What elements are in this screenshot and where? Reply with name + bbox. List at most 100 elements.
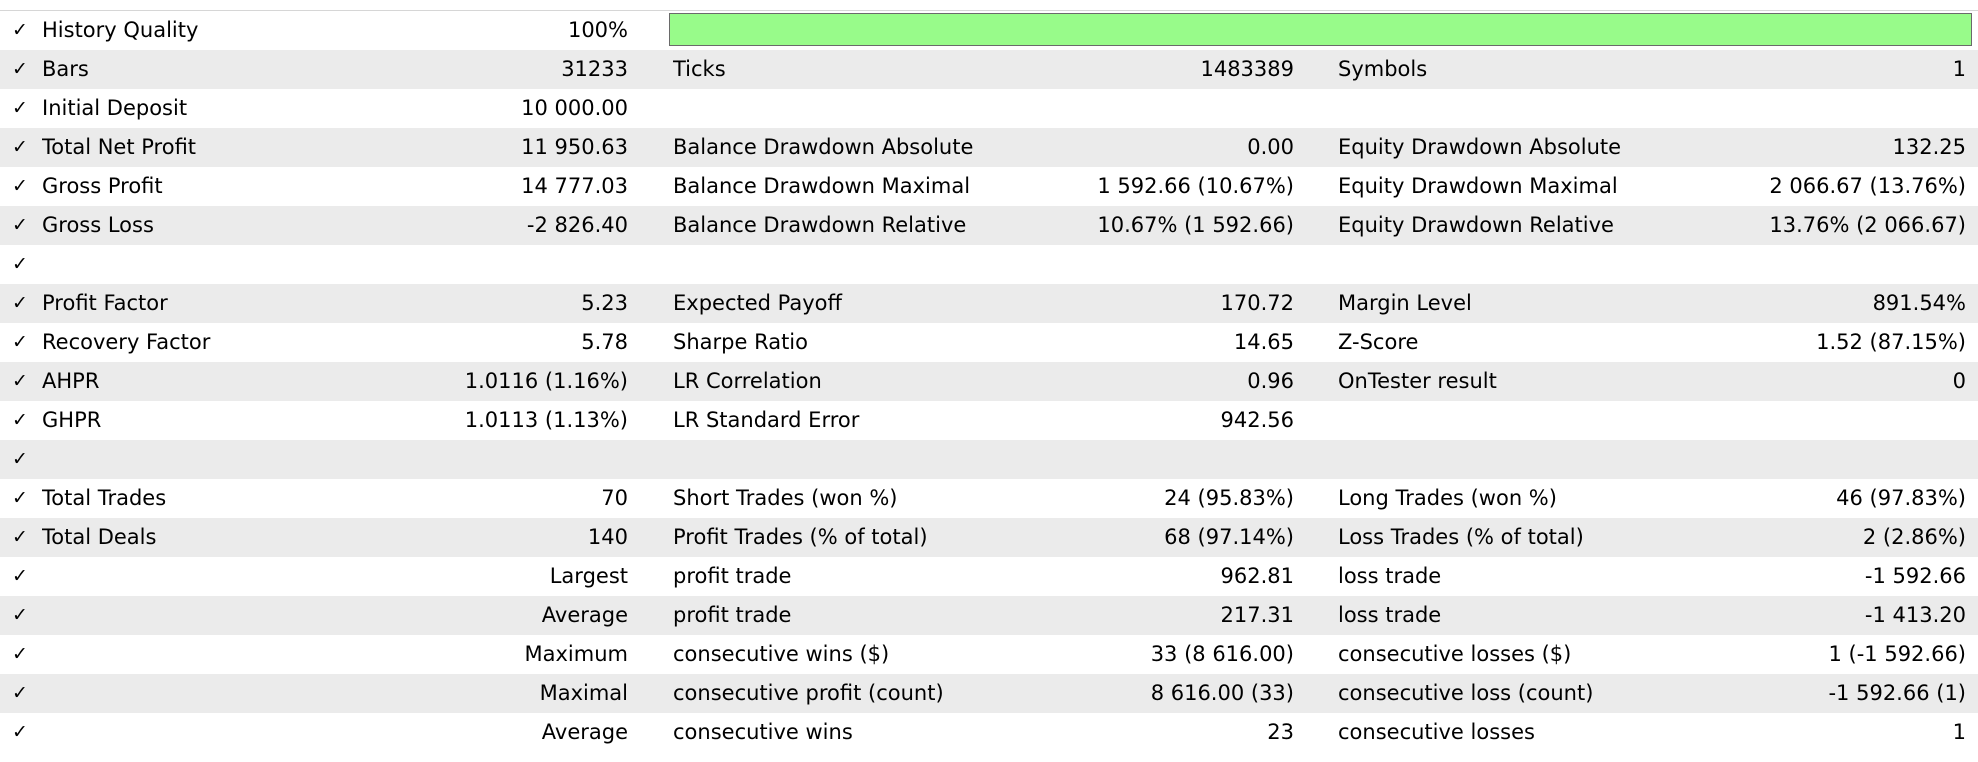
metric-value-2: 217.31 xyxy=(1220,603,1294,627)
metric-label-3: consecutive losses xyxy=(1338,720,1535,744)
metric-label: GHPR xyxy=(42,408,102,432)
metric-label-3: Margin Level xyxy=(1338,291,1472,315)
metric-value: 140 xyxy=(587,525,628,549)
metric-value-3: 13.76% (2 066.67) xyxy=(1769,213,1966,237)
checkmark-icon[interactable]: ✓ xyxy=(12,292,28,314)
metric-label-3: Equity Drawdown Absolute xyxy=(1338,135,1622,159)
metric-value: 5.23 xyxy=(581,291,628,315)
metric-value-2: 1 592.66 (10.67%) xyxy=(1097,174,1294,198)
metric-label: Initial Deposit xyxy=(42,96,188,120)
metric-value-3: 1 xyxy=(1952,57,1966,81)
report-row[interactable]: ✓ Recovery Factor 5.78 Sharpe Ratio 14.65 Z-S… xyxy=(0,323,1978,362)
report-row[interactable]: ✓ Profit Factor 5.23 Expected Payoff 170.72 M… xyxy=(0,284,1978,323)
report-row[interactable]: ✓ Largest profit trade 962.81 loss trade -1 5… xyxy=(0,557,1978,596)
metric-value-2: 24 (95.83%) xyxy=(1164,486,1294,510)
checkmark-icon[interactable]: ✓ xyxy=(12,487,28,509)
checkmark-icon[interactable]: ✓ xyxy=(12,214,28,236)
metric-label: AHPR xyxy=(42,369,100,393)
metric-label-2: consecutive wins xyxy=(673,720,853,744)
metric-value: 10 000.00 xyxy=(521,96,628,120)
metric-label-2: Ticks xyxy=(673,57,726,81)
report-row[interactable]: ✓ AHPR 1.0116 (1.16%) LR Correlation 0.96 OnT… xyxy=(0,362,1978,401)
metric-value: Average xyxy=(541,720,628,744)
checkmark-icon[interactable]: ✓ xyxy=(12,643,28,665)
metric-label-3: Long Trades (won %) xyxy=(1338,486,1557,510)
metric-label-2: Short Trades (won %) xyxy=(673,486,898,510)
report-row[interactable]: ✓ Average profit trade 217.31 loss trade -1 4… xyxy=(0,596,1978,635)
metric-value: 5.78 xyxy=(581,330,628,354)
metric-value xyxy=(320,245,628,284)
metric-label-2: profit trade xyxy=(673,564,792,588)
metric-label-2: Expected Payoff xyxy=(673,291,842,315)
checkmark-icon[interactable]: ✓ xyxy=(12,97,28,119)
report-row[interactable]: ✓ Total Net Profit 11 950.63 Balance Drawdo… xyxy=(0,128,1978,167)
checkmark-icon[interactable]: ✓ xyxy=(12,448,28,470)
metric-value-2: 23 xyxy=(1267,720,1294,744)
checkmark-icon[interactable]: ✓ xyxy=(12,19,28,41)
metric-value-2: 10.67% (1 592.66) xyxy=(1097,213,1294,237)
report-row[interactable]: ✓ Gross Loss -2 826.40 Balance Drawdown Rel… xyxy=(0,206,1978,245)
report-row[interactable]: ✓ GHPR 1.0113 (1.13%) LR Standard Error 942.… xyxy=(0,401,1978,440)
metric-label-3 xyxy=(1338,245,1668,284)
report-row[interactable]: ✓ Bars 31233 Ticks 1483389 Symbols 1 xyxy=(0,50,1978,89)
checkmark-icon[interactable]: ✓ xyxy=(12,175,28,197)
metric-label-2: consecutive profit (count) xyxy=(673,681,944,705)
metric-label-2 xyxy=(673,440,1033,479)
metric-label-2 xyxy=(673,245,1033,284)
metric-value-3: -1 592.66 xyxy=(1864,564,1966,588)
metric-value-2: 1483389 xyxy=(1200,57,1294,81)
strategy-tester-report: ✓ History Quality 100% ✓ Bars 31233 Ticks 14… xyxy=(0,10,1978,752)
report-row-history-quality[interactable]: ✓ History Quality 100% xyxy=(0,11,1978,50)
metric-label: Total Net Profit xyxy=(42,135,197,159)
report-row[interactable]: ✓ Maximum consecutive wins ($) 33 (8 616.00… xyxy=(0,635,1978,674)
metric-value-2: 8 616.00 (33) xyxy=(1150,681,1294,705)
metric-value-3 xyxy=(1650,401,1966,440)
report-row[interactable]: ✓ Maximal consecutive profit (count) 8 616.… xyxy=(0,674,1978,713)
metric-label: Gross Loss xyxy=(42,213,154,237)
metric-value-3: 2 (2.86%) xyxy=(1862,525,1966,549)
checkmark-icon[interactable]: ✓ xyxy=(12,409,28,431)
report-row[interactable]: ✓ Total Deals 140 Profit Trades (% of total… xyxy=(0,518,1978,557)
report-row[interactable]: ✓ xyxy=(0,245,1978,284)
checkmark-icon[interactable]: ✓ xyxy=(12,604,28,626)
checkmark-icon[interactable]: ✓ xyxy=(12,565,28,587)
checkmark-icon[interactable]: ✓ xyxy=(12,370,28,392)
metric-value: Average xyxy=(541,603,628,627)
report-row[interactable]: ✓ xyxy=(0,440,1978,479)
report-row[interactable]: ✓ Gross Profit 14 777.03 Balance Drawdown M… xyxy=(0,167,1978,206)
metric-value xyxy=(320,440,628,479)
metric-label-3 xyxy=(1338,89,1668,128)
metric-label-2: LR Standard Error xyxy=(673,408,860,432)
checkmark-icon[interactable]: ✓ xyxy=(12,331,28,353)
metric-value: 31233 xyxy=(561,57,628,81)
metric-label-3: Loss Trades (% of total) xyxy=(1338,525,1584,549)
metric-value-2: 942.56 xyxy=(1220,408,1294,432)
metric-label: Bars xyxy=(42,57,89,81)
checkmark-icon[interactable]: ✓ xyxy=(12,253,28,275)
checkmark-icon[interactable]: ✓ xyxy=(12,526,28,548)
checkmark-icon[interactable]: ✓ xyxy=(12,682,28,704)
checkmark-icon[interactable]: ✓ xyxy=(12,721,28,743)
report-row[interactable]: ✓ Average consecutive wins 23 consecutive lo… xyxy=(0,713,1978,752)
metric-value: Maximum xyxy=(524,642,628,666)
metric-label-2: Sharpe Ratio xyxy=(673,330,808,354)
metric-label-3: Symbols xyxy=(1338,57,1428,81)
metric-value-3: 891.54% xyxy=(1872,291,1966,315)
metric-value: Largest xyxy=(549,564,628,588)
metric-value-3: 132.25 xyxy=(1892,135,1966,159)
history-quality-label: History Quality xyxy=(42,18,199,42)
metric-label-3: loss trade xyxy=(1338,603,1442,627)
metric-label-2: Balance Drawdown Absolute xyxy=(673,135,974,159)
metric-label-3: OnTester result xyxy=(1338,369,1497,393)
metric-value-2 xyxy=(990,89,1294,128)
history-quality-value: 100% xyxy=(567,18,628,42)
report-row[interactable]: ✓ Total Trades 70 Short Trades (won %) 24 (9… xyxy=(0,479,1978,518)
checkmark-icon[interactable]: ✓ xyxy=(12,58,28,80)
checkmark-icon[interactable]: ✓ xyxy=(12,136,28,158)
metric-label: Total Trades xyxy=(42,486,167,510)
history-quality-bar xyxy=(669,13,1972,46)
metric-value: 1.0113 (1.13%) xyxy=(464,408,628,432)
metric-value-3: 1 xyxy=(1952,720,1966,744)
metric-label-3: consecutive loss (count) xyxy=(1338,681,1594,705)
report-row[interactable]: ✓ Initial Deposit 10 000.00 xyxy=(0,89,1978,128)
